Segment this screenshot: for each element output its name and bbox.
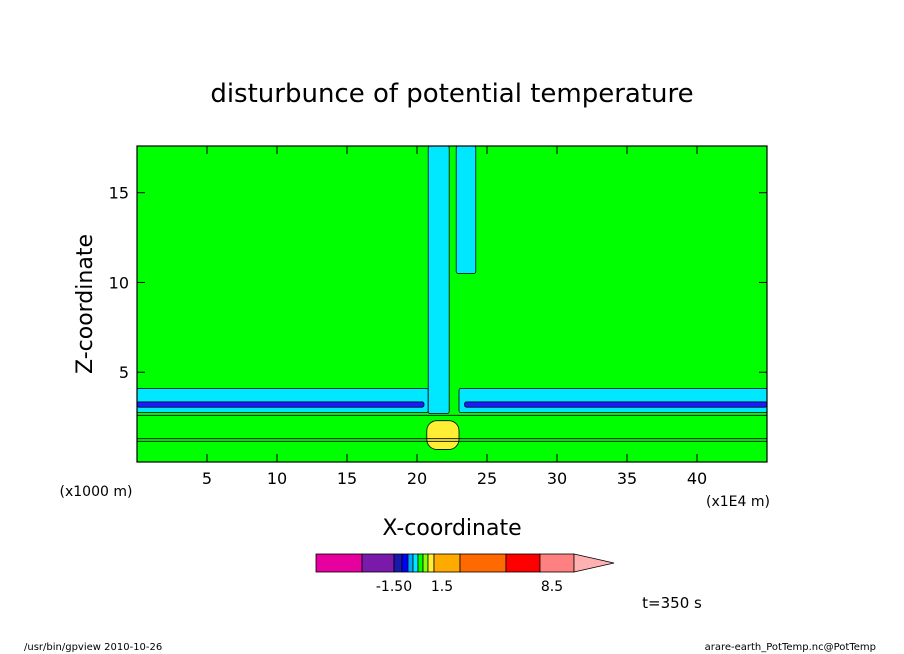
colorbar-swatch-8	[427, 553, 435, 573]
blue-band-left	[136, 401, 425, 408]
x-tick-label-35: 35	[617, 469, 637, 488]
colorbar-swatch-9	[433, 553, 461, 573]
colorbar-swatch-0	[315, 553, 363, 573]
x-tick-label-25: 25	[477, 469, 497, 488]
cyan-layer-right	[458, 387, 768, 414]
x-axis-label: X-coordinate	[382, 516, 521, 541]
colorbar: -1.50 1.5 8.5	[315, 553, 615, 595]
cyan-layer-left	[136, 387, 429, 414]
x-tick-label-5: 5	[202, 469, 212, 488]
y-tick-label-15: 15	[109, 184, 129, 203]
colorbar-swatch-4	[407, 553, 414, 573]
colorbar-swatch-6	[417, 553, 424, 573]
colorbar-label-1: 1.5	[431, 579, 453, 595]
plot-frame	[136, 145, 768, 463]
x-tick-label-40: 40	[687, 469, 707, 488]
x-units-label: (x1E4 m)	[706, 494, 770, 510]
colorbar-swatch-10	[459, 553, 507, 573]
plot-background	[137, 146, 767, 462]
x-tick-label-20: 20	[407, 469, 427, 488]
colorbar-arrow	[573, 553, 615, 573]
blue-band-right	[464, 401, 768, 408]
y-units-label: (x1000 m)	[60, 484, 133, 500]
y-tick-label-5: 5	[119, 363, 129, 382]
footer-right: arare-earth_PotTemp.nc@PotTemp	[705, 642, 876, 653]
chart-title: disturbunce of potential temperature	[210, 79, 693, 109]
colorbar-swatch-3	[401, 553, 409, 573]
footer-left: /usr/bin/gpview 2010-10-26	[24, 642, 162, 653]
y-tick-label-10: 10	[109, 273, 129, 292]
x-tick-label-10: 10	[267, 469, 287, 488]
colorbar-swatch-7	[422, 553, 429, 573]
x-tick-label-30: 30	[547, 469, 567, 488]
colorbar-swatch-12	[539, 553, 575, 573]
yellow-core	[426, 420, 460, 450]
cyan-plume-left	[427, 145, 450, 414]
colorbar-label-0: -1.50	[376, 579, 412, 595]
colorbar-swatch-11	[505, 553, 541, 573]
axis-ticks: 5 10 15 20 25 30 35 40 5 10 15	[109, 146, 767, 488]
time-annotation: t=350 s	[642, 594, 702, 612]
plot-area	[136, 145, 768, 463]
colorbar-label-2: 8.5	[541, 579, 563, 595]
colorbar-swatch-2	[393, 553, 403, 573]
x-tick-label-15: 15	[337, 469, 357, 488]
y-axis-label: Z-coordinate	[73, 234, 98, 374]
colorbar-swatch-1	[361, 553, 395, 573]
colorbar-swatch-5	[412, 553, 419, 573]
cyan-plume-right	[455, 145, 477, 274]
